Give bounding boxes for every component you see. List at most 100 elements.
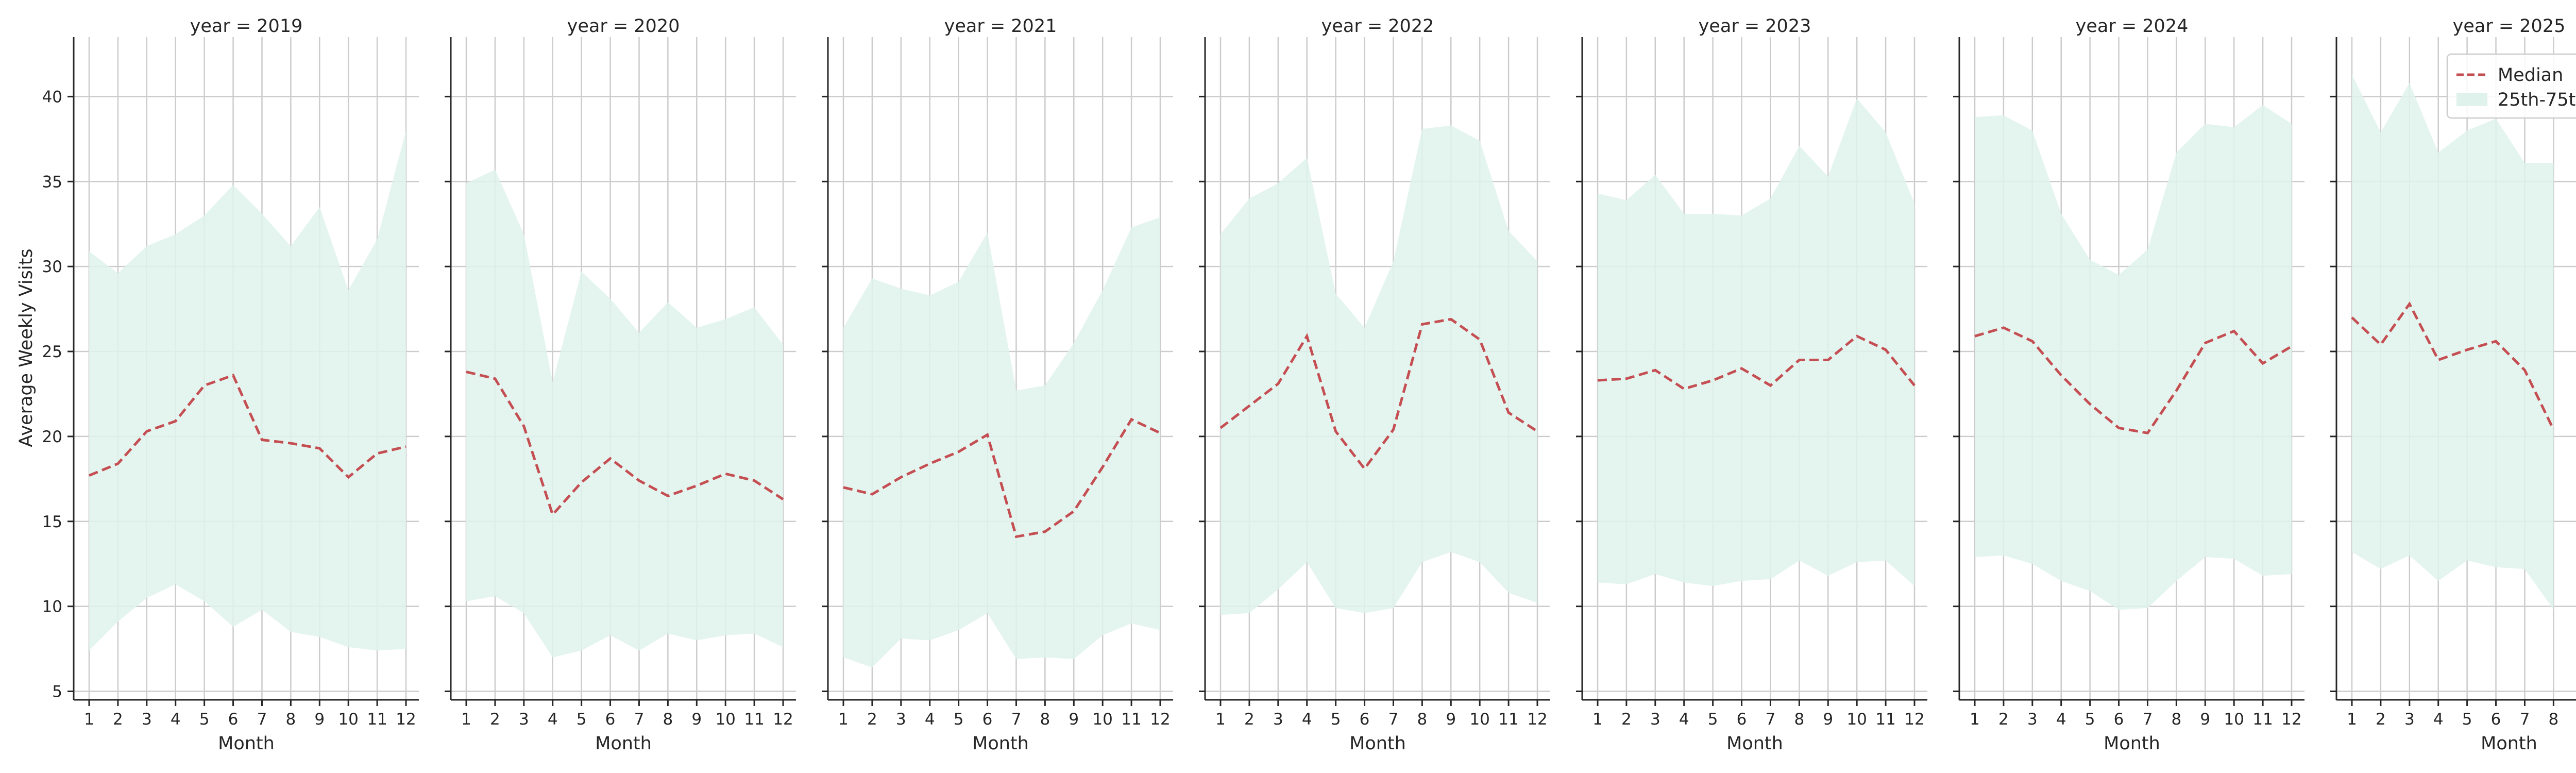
x-tick-label: 6 [228,710,239,729]
median-line [466,371,784,517]
x-tick-label: 11 [367,710,387,729]
x-tick-label: 4 [171,710,181,729]
x-tick-label: 8 [1040,710,1050,729]
facet-title: year = 2025 [2453,16,2566,37]
x-tick-label: 12 [396,710,416,729]
y-axis-label: Average Weekly Visits [16,248,37,447]
y-tick-label: 25 [42,343,62,361]
x-tick-label: 4 [2056,710,2066,729]
y-tick-label: 20 [42,428,62,446]
percentile-band [89,130,406,651]
legend-label: Median [2498,65,2563,86]
y-tick-label: 40 [42,88,62,106]
x-tick-label: 11 [1498,710,1518,729]
facet-title: year = 2024 [2076,16,2189,37]
x-tick-label: 4 [925,710,935,729]
x-tick-label: 8 [1794,710,1804,729]
x-tick-label: 2 [490,710,500,729]
x-tick-label: 9 [2200,710,2210,729]
legend-label: 25th-75th Percentile [2498,90,2576,110]
x-tick-label: 5 [2085,710,2095,729]
x-tick-label: 1 [461,710,471,729]
percentile-band [843,217,1160,668]
x-axis-label: Month [1726,733,1783,754]
x-tick-label: 2 [2376,710,2386,729]
x-tick-label: 10 [1092,710,1112,729]
x-tick-label: 12 [1527,710,1547,729]
x-tick-label: 4 [1679,710,1689,729]
x-tick-label: 5 [199,710,210,729]
x-tick-label: 7 [2143,710,2153,729]
x-tick-label: 5 [954,710,964,729]
x-axis-label: Month [1349,733,1406,754]
x-tick-label: 2 [867,710,877,729]
x-tick-label: 11 [744,710,764,729]
facet-title: year = 2019 [190,16,303,37]
x-tick-label: 6 [2114,710,2124,729]
x-tick-label: 8 [285,710,296,729]
x-tick-label: 10 [1469,710,1489,729]
x-tick-label: 5 [1708,710,1718,729]
x-tick-label: 6 [1360,710,1370,729]
facet-title: year = 2020 [567,16,680,37]
x-tick-label: 11 [2252,710,2273,729]
x-tick-label: 8 [1417,710,1427,729]
x-tick-label: 3 [1650,710,1660,729]
median-line [843,417,1161,539]
legend: Median 25th-75th Percentile [2446,53,2576,119]
x-tick-label: 9 [314,710,325,729]
x-tick-label: 7 [257,710,267,729]
x-tick-label: 8 [2171,710,2181,729]
x-tick-label: 12 [773,710,793,729]
median-line [2351,301,2555,430]
x-tick-label: 1 [1592,710,1603,729]
x-tick-label: 7 [2520,710,2530,729]
median-line [1219,317,1538,471]
x-tick-label: 8 [2548,710,2558,729]
x-tick-label: 7 [634,710,645,729]
x-tick-label: 10 [1846,710,1867,729]
median-line [1597,334,1916,391]
x-tick-label: 6 [605,710,616,729]
facet-title: year = 2022 [1321,16,1434,37]
x-axis-label: Month [972,733,1029,754]
x-tick-label: 12 [2281,710,2301,729]
x-tick-label: 5 [2462,710,2472,729]
x-axis-label: Month [2481,733,2537,754]
x-tick-label: 3 [896,710,906,729]
y-tick-label: 30 [42,258,62,276]
x-axis-label: Month [2104,733,2160,754]
median-line [89,374,406,479]
x-tick-label: 11 [1121,710,1141,729]
x-tick-label: 5 [577,710,587,729]
x-tick-label: 7 [1388,710,1399,729]
x-tick-label: 2 [1244,710,1255,729]
y-tick-label: 35 [42,173,62,191]
x-tick-label: 8 [663,710,673,729]
x-tick-label: 1 [1970,710,1980,729]
x-tick-label: 5 [1331,710,1341,729]
x-axis-label: Month [595,733,652,754]
percentile-band [1975,105,2292,610]
x-tick-label: 12 [1904,710,1924,729]
x-tick-label: 3 [142,710,152,729]
x-tick-label: 6 [982,710,993,729]
x-tick-label: 1 [838,710,849,729]
x-tick-label: 2 [113,710,123,729]
x-tick-label: 9 [691,710,702,729]
x-tick-label: 9 [1069,710,1079,729]
facet-title: year = 2021 [944,16,1057,37]
x-tick-label: 4 [548,710,558,729]
legend-swatch-band [2456,93,2487,106]
x-tick-label: 1 [2347,710,2357,729]
x-tick-label: 1 [1215,710,1226,729]
x-tick-label: 9 [1823,710,1833,729]
x-tick-label: 9 [1446,710,1456,729]
x-tick-label: 2 [1621,710,1632,729]
x-tick-label: 6 [2491,710,2501,729]
